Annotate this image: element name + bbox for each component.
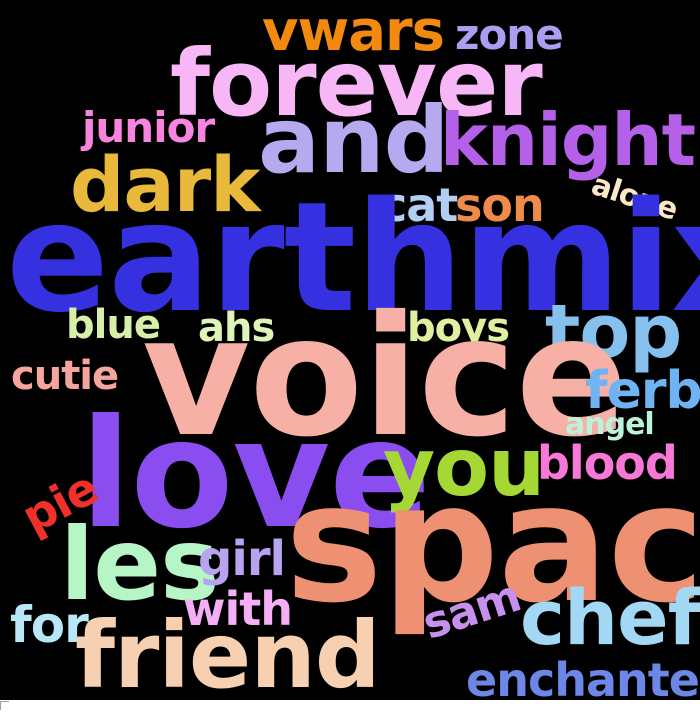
word-space: space (285, 448, 700, 639)
word-boys: boys (407, 305, 510, 351)
resize-corner (0, 701, 9, 710)
word-les: les (60, 506, 220, 623)
word-and: and (258, 87, 449, 194)
word-enchante: enchante (466, 653, 700, 700)
word-catson_cat: cat (380, 178, 458, 232)
word-knight: knight (440, 98, 696, 182)
word-love: love (80, 388, 431, 562)
word-ferb: ferb (585, 361, 700, 421)
word-chef: chef (520, 573, 700, 662)
word-blood: blood (537, 436, 678, 490)
word-blue: blue (66, 302, 161, 348)
word-girl: girl (198, 531, 286, 587)
word-cutie: cutie (11, 353, 119, 399)
word-for: for (10, 596, 89, 654)
word-dark: dark (70, 140, 261, 229)
word-friend: friend (75, 602, 381, 701)
word-earthmix: earthmix (6, 169, 700, 346)
word-voice: voice (142, 281, 628, 474)
word-vwars: vwars (262, 0, 445, 64)
word-junior: junior (82, 103, 215, 152)
word-with: with (183, 582, 293, 636)
word-zone: zone (455, 10, 564, 59)
word-forever: forever (170, 30, 543, 137)
word-you: you (383, 421, 545, 514)
word-angel: angel (565, 407, 655, 442)
word-ahs: ahs (198, 305, 275, 351)
word-top: top (545, 289, 682, 375)
word-catson_son: son (455, 178, 545, 232)
